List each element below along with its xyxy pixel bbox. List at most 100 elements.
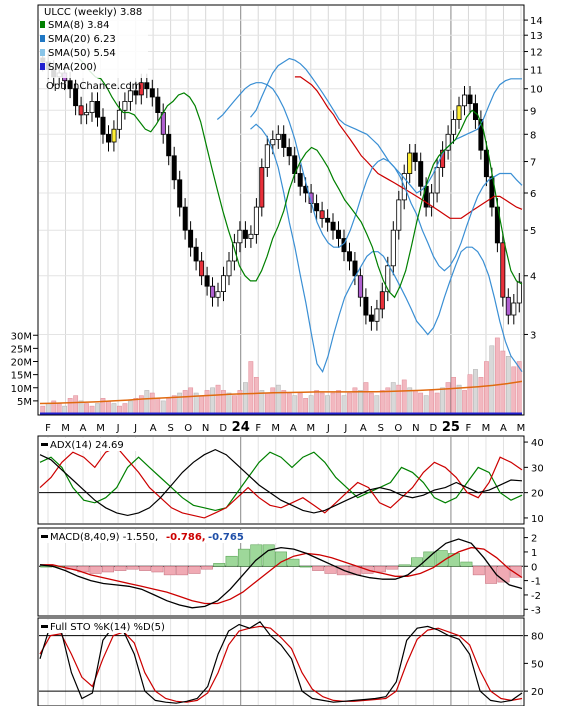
candle-body [95,101,101,118]
volume-average-line [39,380,523,405]
volume-bar [368,392,374,415]
candle-body [171,155,177,181]
legend-swatch-sma20 [40,35,45,42]
adx-tick-label: 20 [531,489,544,500]
volume-bar [440,387,445,415]
price-tick-label: 14 [530,16,543,27]
x-tick-label: J [133,423,137,434]
macd-histogram-bar [373,566,386,573]
volume-bar [188,387,194,415]
sma50-line [294,76,523,219]
candle-body [467,94,473,105]
stochastic-panel-frame [37,617,525,706]
candle-body [138,82,144,96]
x-tick-label: F [255,423,261,434]
candle-body [89,101,95,114]
candle-body [248,233,254,239]
candle-body [111,128,117,143]
volume-bar [182,390,188,415]
price-legend: ULCC (weekly) 3.88 SMA(8) 3.84 SMA(20) 6… [40,6,148,92]
macd-histogram-bar [299,566,312,568]
candle-body [407,152,413,175]
volume-bars [39,337,523,415]
macd-histogram-bar [225,555,238,567]
volume-bar [500,350,506,415]
volume-bar [319,392,325,415]
macd-histogram-bar [485,566,498,584]
sma8-line [78,58,523,299]
candle-body [215,291,221,298]
volume-bar [390,382,396,415]
sto-title-text: Full STO %K(14) %D(5) [50,622,165,633]
candle-body [412,152,418,163]
price-tick-label: 5 [530,226,536,237]
x-tick-label: J [343,423,347,434]
x-tick-label: A [500,423,507,434]
x-axis: F M A M J J A S O N D 24 F M A M J J A S O N D 25 F M A M [45,420,525,435]
volume-bar [347,392,352,415]
candle-body [199,260,205,277]
macd-histogram-bar [423,551,436,567]
legend-background [40,6,148,78]
volume-bar [204,390,210,415]
macd-signal-label: -0.786, [166,532,206,543]
price-series [40,49,523,374]
candle-body [78,105,84,116]
price-tick-label: 3 [530,330,536,341]
macd-series [39,538,523,609]
price-tick-label: 8 [530,130,536,141]
sto-tick-label: 20 [531,687,544,698]
legend-sma200: SMA(200) [48,62,97,73]
volume-bar [423,395,429,415]
candle-body [177,179,183,208]
macd-tick-label: 0 [531,562,537,573]
volume-bar [489,345,495,415]
candle-body [461,94,467,107]
volume-bar [111,403,117,415]
volume-tick-label: 10M [11,384,32,395]
volume-bar [122,403,128,415]
volume-bar [374,395,380,415]
adx-series [39,446,523,519]
candle-body [483,149,489,178]
volume-bar [412,390,418,415]
x-tick-label: 24 [232,420,250,435]
price-tick-label: 12 [530,48,543,59]
volume-bar [303,398,309,415]
macd-histogram-bar [336,566,349,576]
candle-body [352,260,358,277]
volume-bar [407,387,413,415]
volume-bar [325,395,330,415]
candle-body [500,242,506,298]
volume-bar [379,390,385,415]
volume-bar [484,361,489,415]
volume-bar [73,395,79,415]
legend-swatch-sma8 [40,21,45,28]
candle-body [193,246,199,262]
macd-hist-label: -0.765 [208,532,244,543]
candle-body [106,133,112,143]
macd-histogram-bar [262,544,275,567]
volume-bar [363,382,369,415]
candle-body [281,133,287,148]
volume-tick-label: 20M [11,358,32,369]
macd-tick-label: 2 [531,534,537,545]
candle-body [155,96,161,113]
macd-histogram-bar [151,566,164,573]
candle-body [204,275,210,287]
volume-bar [473,369,478,415]
candle-body [390,229,396,267]
adx-tick-label: 10 [531,514,544,525]
macd-tick-label: -2 [531,591,541,602]
candle-body [325,217,331,223]
volume-bar [275,384,281,415]
macd-histogram-bar [114,566,127,571]
macd-tick-label: 1 [531,548,537,559]
candle-body [445,133,451,151]
price-tick-label: 13 [530,31,543,42]
macd-histogram-bar [472,566,485,576]
macd-histogram-bar [163,566,176,576]
volume-bar [418,392,424,415]
